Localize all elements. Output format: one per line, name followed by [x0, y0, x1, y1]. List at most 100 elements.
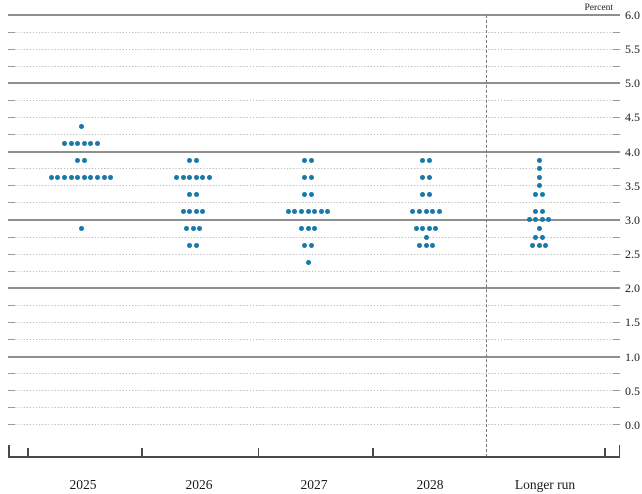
- gridline-solid: [8, 14, 620, 16]
- gridline-dotted: [8, 185, 620, 187]
- x-axis-year-label: Longer run: [514, 477, 576, 492]
- projection-dot: [308, 191, 314, 197]
- gridline-dotted: [8, 202, 620, 204]
- projection-dot: [526, 217, 532, 223]
- projection-dot: [78, 123, 84, 129]
- gridline-dotted: [8, 168, 620, 170]
- projection-dot: [416, 243, 422, 249]
- projection-dot: [180, 208, 186, 214]
- projection-dot: [312, 208, 318, 214]
- projection-dot: [197, 226, 203, 232]
- y-axis-tick-label: 5.0: [625, 76, 640, 91]
- y-axis-tick-label: 3.0: [625, 212, 640, 227]
- gridline-dotted: [8, 407, 620, 409]
- projection-dot: [95, 140, 100, 146]
- x-axis-endcap: [8, 445, 10, 457]
- projection-dot: [101, 174, 107, 180]
- projection-dot: [193, 191, 199, 197]
- gridline-dotted: [8, 48, 620, 50]
- projection-dot: [423, 234, 429, 240]
- projection-dot: [543, 243, 549, 249]
- projection-dot: [308, 243, 314, 249]
- projection-dot: [420, 191, 426, 197]
- longer-run-separator-line: [486, 15, 487, 457]
- y-axis-tick-label: 4.5: [625, 110, 640, 125]
- projection-dot: [539, 234, 545, 240]
- projection-dot: [55, 174, 61, 180]
- gridline-solid: [8, 82, 620, 85]
- y-axis-tick-label: 5.5: [625, 42, 640, 57]
- x-axis-endcap: [618, 445, 620, 457]
- projection-dot: [420, 157, 426, 163]
- projection-dot: [410, 208, 416, 214]
- gridline-dotted: [8, 253, 620, 255]
- projection-dot: [187, 243, 193, 249]
- projection-dot: [312, 226, 318, 232]
- projection-dot: [88, 140, 94, 146]
- projection-dot: [187, 208, 193, 214]
- x-axis-tick: [141, 448, 143, 457]
- projection-dot: [539, 217, 545, 223]
- projection-dot: [298, 226, 304, 232]
- x-axis-year-label: 2026: [185, 477, 213, 492]
- projection-dot: [298, 208, 304, 214]
- projection-dot: [426, 191, 432, 197]
- gridline-dotted: [8, 236, 620, 238]
- projection-dot: [436, 208, 442, 214]
- projection-dot: [536, 157, 542, 163]
- projection-dot: [536, 226, 542, 232]
- projection-dot: [423, 243, 429, 249]
- projection-dot: [539, 208, 545, 214]
- projection-dot: [75, 157, 81, 163]
- x-axis-year-label: 2028: [416, 477, 444, 492]
- projection-dot: [62, 140, 67, 146]
- projection-dot: [420, 226, 426, 232]
- gridline-solid: [8, 287, 620, 290]
- gridline-dotted: [8, 321, 620, 323]
- projection-dot: [305, 226, 311, 232]
- gridline-solid: [8, 218, 620, 221]
- projection-dot: [187, 157, 193, 163]
- gridline-dotted: [8, 65, 620, 67]
- projection-dot: [536, 183, 542, 189]
- y-axis-tick-label: 2.5: [625, 247, 640, 262]
- x-axis-tick: [257, 448, 259, 457]
- gridline-dotted: [8, 134, 620, 136]
- projection-dot: [413, 226, 419, 232]
- projection-dot: [78, 226, 84, 232]
- gridline-dotted: [8, 31, 620, 33]
- projection-dot: [533, 191, 539, 197]
- percent-unit-label: Percent: [584, 3, 614, 13]
- projection-dot: [81, 157, 87, 163]
- projection-dot: [193, 174, 199, 180]
- gridline-dotted: [8, 116, 620, 118]
- x-axis-tick: [372, 448, 374, 457]
- gridline-solid: [8, 150, 620, 153]
- projection-dot: [302, 191, 308, 197]
- x-axis-line: [8, 456, 620, 458]
- y-axis-tick-label: 2.0: [625, 281, 640, 296]
- gridline-dotted: [8, 270, 620, 272]
- projection-dot: [88, 174, 94, 180]
- y-axis-tick-label: 6.0: [625, 8, 640, 22]
- projection-dot: [536, 174, 542, 180]
- projection-dot: [180, 174, 186, 180]
- gridline-dotted: [8, 373, 620, 375]
- projection-dot: [536, 243, 542, 249]
- x-axis-tick: [604, 448, 606, 457]
- projection-dot: [200, 174, 206, 180]
- projection-dot: [81, 140, 87, 146]
- projection-dot: [108, 174, 114, 180]
- y-axis-tick-label: 1.0: [625, 349, 640, 364]
- projection-dot: [539, 191, 545, 197]
- projection-dot: [430, 208, 436, 214]
- projection-dot: [302, 157, 308, 163]
- projection-dot: [193, 157, 199, 163]
- projection-dot: [305, 208, 311, 214]
- projection-dot: [187, 191, 193, 197]
- gridline-dotted: [8, 424, 620, 426]
- projection-dot: [546, 217, 552, 223]
- projection-dot: [292, 208, 298, 214]
- projection-dot: [308, 174, 314, 180]
